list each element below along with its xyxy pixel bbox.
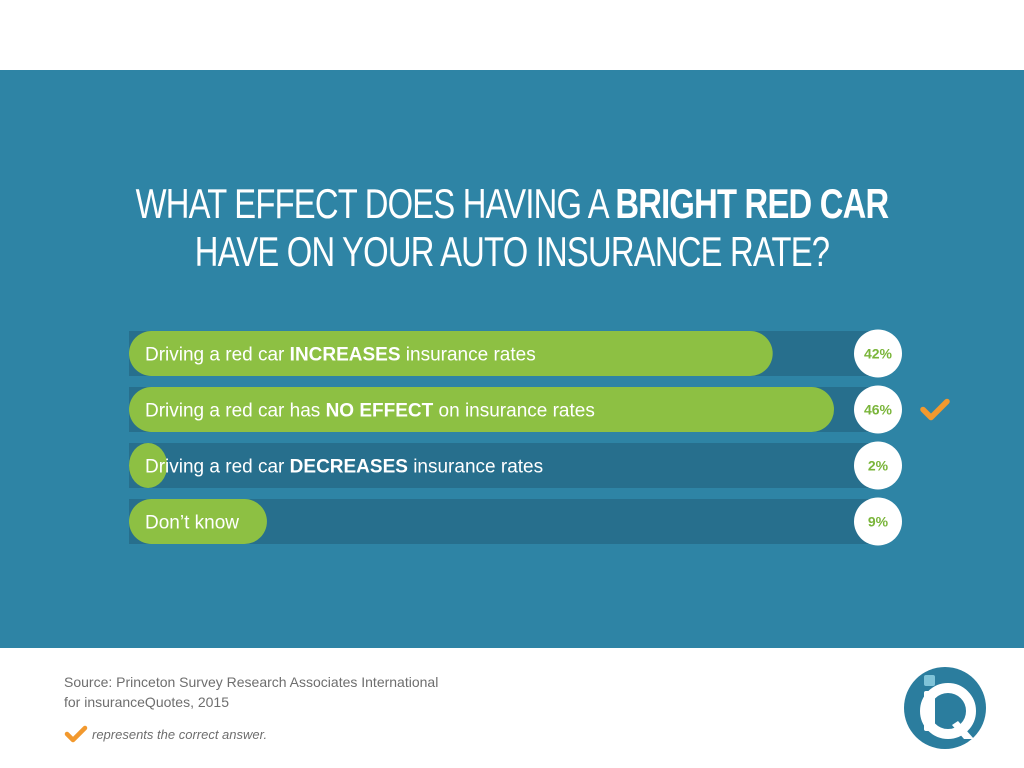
value-badge [854,329,902,378]
check-icon [64,725,88,743]
value-badge [854,441,902,490]
legend-text: represents the correct answer. [92,726,268,742]
value-badge [854,497,902,546]
bar [129,331,773,376]
title-line-1-regular: WHAT EFFECT DOES HAVING A [135,180,616,227]
chart-title: WHAT EFFECT DOES HAVING A BRIGHT RED CAR… [113,180,912,276]
bar-label: Driving a red car has NO EFFECT on insur… [145,401,595,422]
bar [129,387,834,432]
bar-label: Don’t know [145,513,239,534]
title-line-1-bold: BRIGHT RED CAR [615,180,889,227]
value-label: 9% [868,514,889,530]
bar [129,443,168,488]
legend: represents the correct answer. [64,724,267,744]
title-line-2: HAVE ON YOUR AUTO INSURANCE RATE? [194,228,830,275]
bar-label: Driving a red car DECREASES insurance ra… [145,457,543,478]
check-icon [920,398,950,421]
value-label: 46% [864,402,893,418]
bar-label: Driving a red car INCREASES insurance ra… [145,345,536,366]
value-label: 2% [868,458,889,474]
source-line-1: Source: Princeton Survey Research Associ… [64,674,439,690]
value-badge [854,385,902,434]
value-label: 42% [864,346,893,362]
bar-track [129,443,880,488]
title-line-1: WHAT EFFECT DOES HAVING A BRIGHT RED CAR [113,180,912,228]
iq-logo-icon [904,667,986,749]
bar [129,499,267,544]
source-note: Source: Princeton Survey Research Associ… [64,672,584,712]
source-line-2: for insuranceQuotes, 2015 [64,694,229,710]
